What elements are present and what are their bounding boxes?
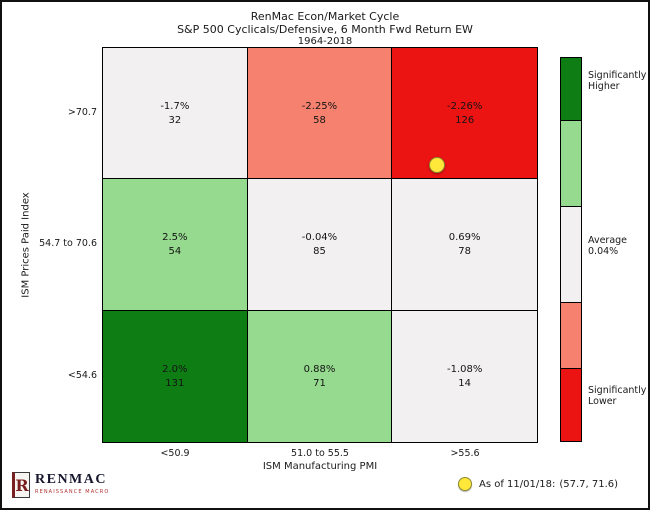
legend-label-significantly-lower: Significantly Lower [588,385,647,407]
legend-label-significantly-higher: Significantly Higher [588,70,647,92]
chart-title: RenMac Econ/Market Cycle S&P 500 Cyclica… [2,10,648,48]
color-scale-bar [560,57,582,442]
y-tick-bottom: <54.6 [67,370,97,381]
cell-return: -2.26% [446,100,483,112]
cell-count: 32 [168,114,182,126]
asof-annotation: As of 11/01/18: (57.7, 71.6) [458,477,618,491]
x-tick-middle: 51.0 to 55.5 [291,448,349,459]
cell-count: 126 [455,114,475,126]
heatmap-grid: -1.7% 32 -2.25% 58 -2.26% 126 2.5% 54 -0… [102,47,538,443]
asof-marker-dot [458,477,472,491]
legend-segment-lower [561,303,581,369]
chart-title-line2: S&P 500 Cyclicals/Defensive, 6 Month Fwd… [177,23,473,36]
cell-count: 131 [165,377,185,389]
heatmap-cell-r2c2: -1.08% 14 [392,310,537,442]
legend-segment-average [561,207,581,303]
chart-title-line3: 1964-2018 [297,36,353,47]
renmac-logo-icon: R [12,472,30,498]
cell-return: 2.0% [162,363,188,375]
y-tick-middle: 54.7 to 70.6 [39,238,97,249]
legend-segment-higher [561,121,581,207]
asof-text: As of 11/01/18: (57.7, 71.6) [479,479,618,490]
y-axis-label: ISM Prices Paid Index [20,192,32,298]
legend-label-average: Average 0.04% [588,235,628,257]
asof-coordinates: (57.7, 71.6) [559,478,619,490]
heatmap-cell-r0c2: -2.26% 126 [392,48,537,180]
y-tick-top: >70.7 [67,107,97,118]
cell-count: 58 [313,114,326,126]
legend-segment-significantly-lower [561,369,581,441]
cell-return: -1.08% [446,363,483,375]
cell-return: -2.25% [301,100,338,112]
heatmap-cell-r1c1: -0.04% 85 [247,179,393,311]
renmac-logo: R RENMAC RENAISSANCE MACRO [12,472,109,498]
heatmap-cell-r0c0: -1.7% 32 [103,48,248,180]
x-tick-right: >55.6 [450,448,480,459]
cell-return: -0.04% [301,231,338,243]
cell-return: 0.88% [303,363,336,375]
cell-return: -1.7% [160,100,190,112]
cell-count: 85 [313,245,326,257]
renmac-logo-subtext: RENAISSANCE MACRO [35,489,110,495]
heatmap-cell-r0c1: -2.25% 58 [247,48,393,180]
cell-count: 78 [458,245,472,257]
cell-count: 71 [313,377,326,389]
heatmap-cell-r1c2: 0.69% 78 [392,179,537,311]
asof-label: As of 11/01/18: [479,478,556,490]
legend-segment-significantly-higher [561,58,581,121]
x-axis-label: ISM Manufacturing PMI [262,461,378,472]
chart-title-line1: RenMac Econ/Market Cycle [250,10,400,23]
renmac-logo-wordmark: RENMAC [35,472,107,487]
cell-count: 14 [458,377,472,389]
x-tick-left: <50.9 [160,448,190,459]
cell-return: 0.69% [448,231,481,243]
renmac-logo-text: RENMAC RENAISSANCE MACRO [35,472,109,495]
current-position-marker [429,157,445,173]
heatmap-cell-r1c0: 2.5% 54 [103,179,248,311]
cell-return: 2.5% [162,231,188,243]
cell-count: 54 [168,245,182,257]
heatmap-cell-r2c0: 2.0% 131 [103,310,248,442]
heatmap-cell-r2c1: 0.88% 71 [247,310,393,442]
